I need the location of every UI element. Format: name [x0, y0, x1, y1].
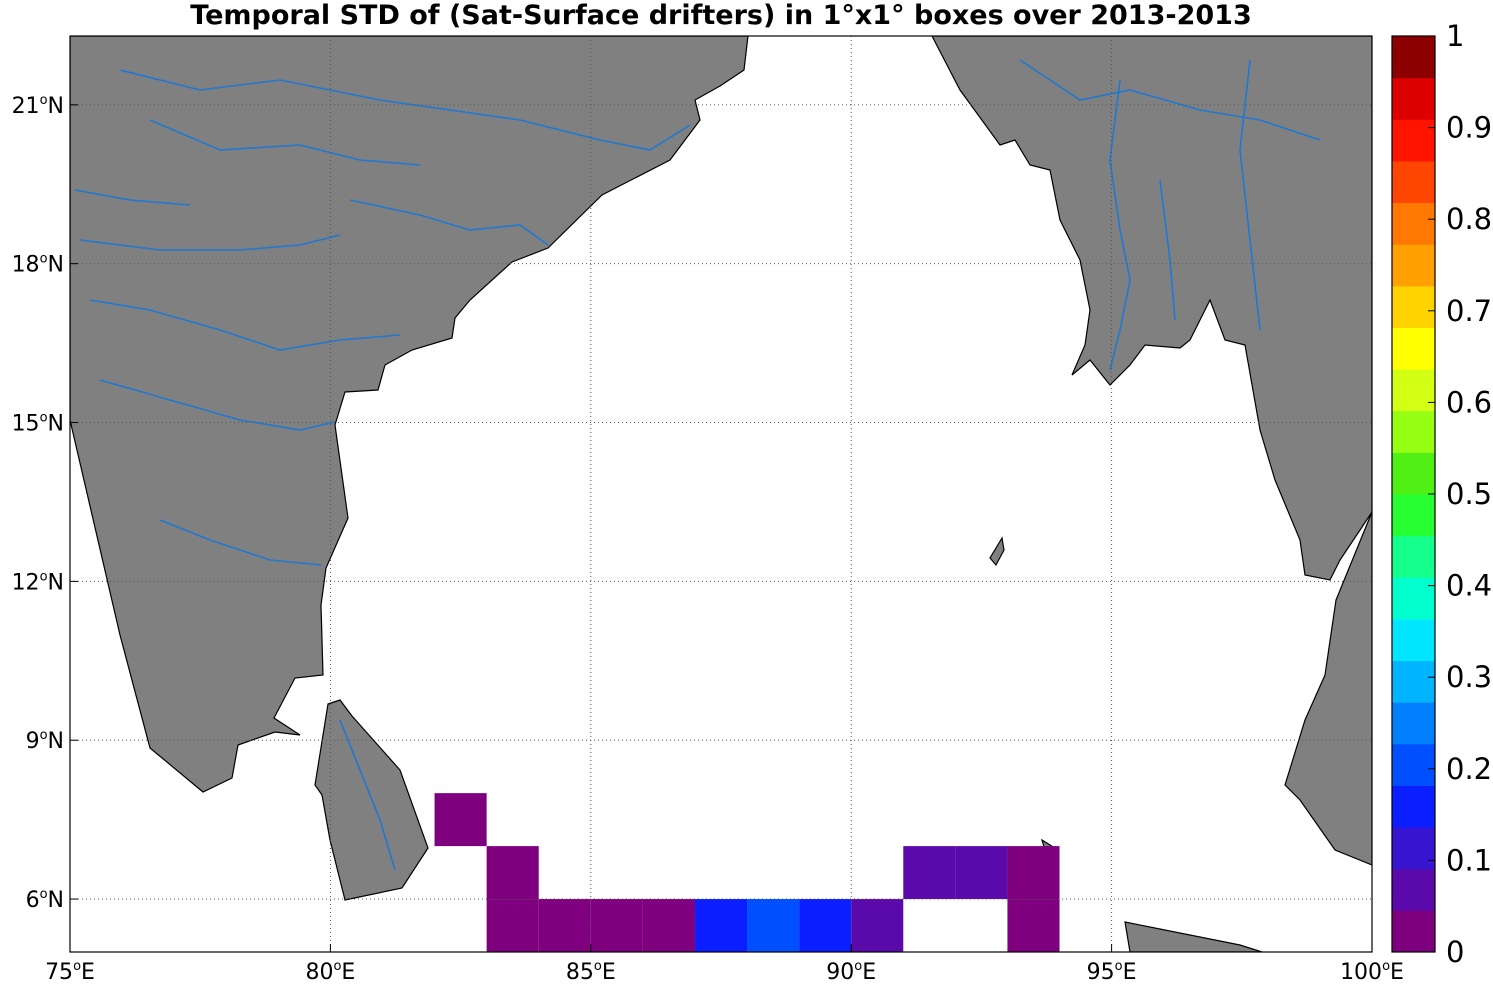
- river-krishna: [99, 379, 336, 431]
- land-burma: [931, 36, 1372, 866]
- colorbar: 0 0.1 0.2 0.3 0.4 0.5 0.6 0.7 0.8 0.9 1: [1391, 19, 1492, 969]
- river-tapti: [74, 189, 191, 206]
- land-india: [70, 36, 749, 793]
- heatmap-cell: [747, 899, 800, 952]
- river-mahanadi: [349, 199, 549, 246]
- lon-tick-label: 100oE: [1340, 959, 1404, 984]
- colorbar-segment: [1392, 618, 1435, 662]
- heatmap-cell: [851, 899, 904, 952]
- colorbar-tick-label: 0.4: [1446, 569, 1492, 603]
- colorbar-tick-label: 0.7: [1446, 294, 1492, 328]
- colorbar-segment: [1392, 494, 1435, 537]
- lat-tick-label: 6oN: [26, 887, 64, 913]
- colorbar-tick-label: 1: [1446, 19, 1464, 53]
- heatmap-cell: [486, 846, 539, 900]
- colorbar-segment: [1392, 327, 1435, 370]
- heatmap-cell: [486, 899, 539, 952]
- colorbar-tick-label: 0.6: [1446, 385, 1492, 419]
- colorbar-tick-label: 0.8: [1446, 202, 1492, 236]
- river-kaveri: [159, 519, 322, 566]
- river-brahmaputra: [1019, 59, 1321, 141]
- colorbar-segment: [1392, 202, 1435, 245]
- colorbar-segment: [1392, 244, 1435, 287]
- lat-tick-label: 18oN: [12, 252, 64, 278]
- heatmap-cell: [642, 899, 695, 952]
- colorbar-segment: [1392, 452, 1435, 495]
- river-narmada: [79, 234, 341, 251]
- lat-tick-label: 15oN: [12, 411, 64, 437]
- grid-lines: [70, 36, 1372, 952]
- rivers-layer: [74, 59, 1321, 871]
- colorbar-tick-label: 0.5: [1446, 477, 1492, 511]
- axis-ticks: 75oE 80oE 85oE 90oE 95oE 100oE 6oN 9oN 12oN 15oN 1…: [12, 93, 1404, 984]
- heatmap-cell: [1007, 899, 1060, 952]
- colorbar-tick-label: 0.2: [1446, 752, 1492, 786]
- colorbar-segment: [1392, 535, 1435, 578]
- colorbar-tick-label: 0: [1446, 935, 1464, 969]
- lon-tick-label: 90oE: [826, 959, 876, 984]
- river-yamuna: [149, 119, 421, 166]
- heatmap-cell: [590, 899, 643, 952]
- colorbar-tick-label: 0.3: [1446, 660, 1492, 694]
- heatmap-cell: [694, 899, 748, 952]
- heatmap-cell: [799, 899, 852, 952]
- river-godavari: [89, 299, 401, 351]
- lat-tick-label: 21oN: [12, 93, 64, 119]
- lon-tick-label: 80oE: [305, 959, 355, 984]
- colorbar-segment: [1392, 868, 1435, 911]
- colorbar-segment: [1392, 785, 1435, 828]
- colorbar-segment: [1392, 285, 1435, 328]
- colorbar-tick-label: 0.1: [1446, 843, 1492, 877]
- river-irrawaddy: [1109, 79, 1131, 371]
- colorbar-segment: [1392, 77, 1435, 120]
- colorbar-tick-label: 0.9: [1446, 111, 1492, 145]
- colorbar-segment: [1392, 577, 1435, 620]
- lon-tick-label: 85oE: [566, 959, 616, 984]
- river-salween: [1239, 59, 1261, 331]
- lon-tick-label: 75oE: [45, 959, 95, 984]
- colorbar-segment: [1392, 36, 1435, 79]
- colorbar-segment: [1392, 119, 1435, 162]
- heatmap-cell: [955, 846, 1008, 900]
- lat-tick-label: 9oN: [26, 728, 64, 754]
- river-sittaung: [1159, 179, 1176, 321]
- lat-tick-label: 12oN: [12, 569, 64, 595]
- river-srilanka: [339, 719, 396, 871]
- colorbar-segment: [1392, 827, 1435, 870]
- map-title: Temporal STD of (Sat-Surface drifters) i…: [190, 0, 1252, 31]
- heatmap-cells: [434, 793, 1060, 952]
- colorbar-segment: [1392, 702, 1435, 745]
- heatmap-cell: [434, 793, 487, 847]
- colorbar-segment: [1392, 743, 1435, 786]
- lon-tick-label: 95oE: [1087, 959, 1137, 984]
- heatmap-cell: [538, 899, 591, 952]
- colorbar-segment: [1392, 660, 1435, 703]
- heatmap-cell: [1007, 846, 1060, 900]
- plot-frame: [69, 35, 1373, 953]
- land-andaman: [989, 536, 1005, 567]
- river-ganges: [119, 69, 691, 151]
- heatmap-cell: [903, 846, 956, 900]
- colorbar-segment: [1392, 160, 1435, 204]
- colorbar-segment: [1392, 910, 1435, 953]
- land-sumatra: [1124, 921, 1263, 952]
- colorbar-segment: [1392, 369, 1435, 412]
- colorbar-segment: [1392, 410, 1435, 453]
